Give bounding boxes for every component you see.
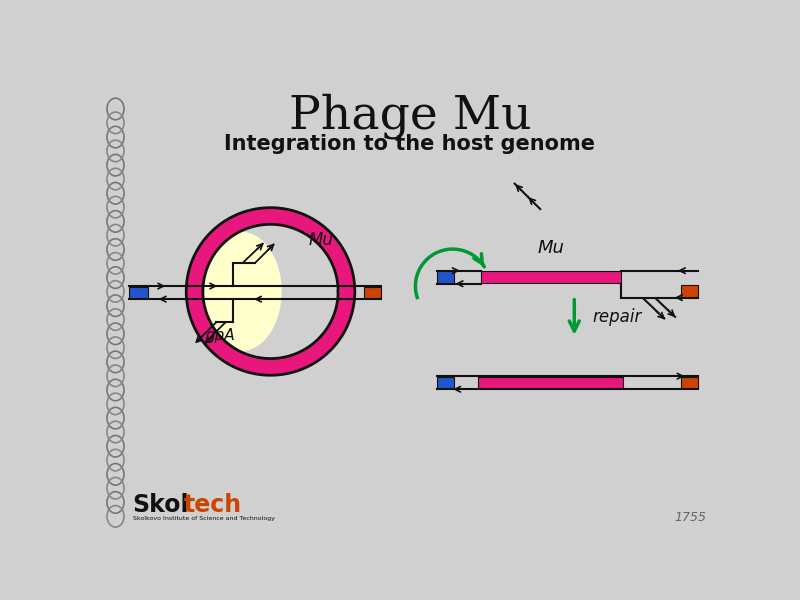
Text: Integration to the host genome: Integration to the host genome bbox=[225, 134, 595, 154]
Bar bbox=[130, 287, 148, 298]
Text: Skolkovo Institute of Science and Technology: Skolkovo Institute of Science and Techno… bbox=[133, 516, 274, 521]
Text: Phage Mu: Phage Mu bbox=[289, 94, 531, 139]
Text: repair: repair bbox=[592, 308, 642, 326]
Bar bbox=[682, 285, 698, 297]
Text: Skol: Skol bbox=[133, 493, 189, 517]
Text: gpA: gpA bbox=[206, 328, 235, 343]
Text: Mu: Mu bbox=[538, 239, 565, 257]
Ellipse shape bbox=[200, 232, 282, 351]
Bar bbox=[682, 377, 698, 388]
Text: tech: tech bbox=[184, 493, 242, 517]
Text: 1755: 1755 bbox=[674, 511, 706, 524]
Text: Mu: Mu bbox=[309, 231, 334, 249]
Bar bbox=[482, 271, 621, 283]
Bar bbox=[437, 377, 454, 388]
Bar bbox=[363, 287, 381, 298]
Bar bbox=[478, 377, 623, 388]
Bar bbox=[437, 271, 454, 283]
